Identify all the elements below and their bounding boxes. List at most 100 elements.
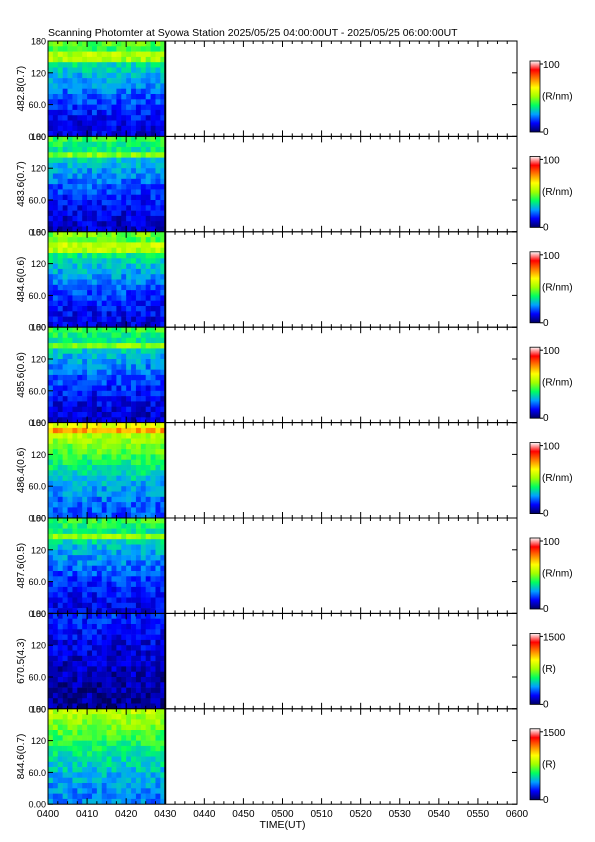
heatmap-cell — [131, 173, 137, 180]
heatmap-cell — [87, 184, 93, 190]
heatmap-cell — [160, 115, 166, 121]
heatmap-cell — [96, 555, 103, 561]
heatmap-cell — [145, 210, 151, 217]
heatmap-cell — [140, 348, 147, 354]
heatmap-cell — [116, 772, 122, 778]
heatmap-cell — [101, 284, 107, 291]
heatmap-cell — [140, 417, 147, 423]
heatmap-cell — [62, 242, 68, 248]
heatmap-cell — [121, 772, 127, 778]
y-axis-label: 486.4(0.6) — [16, 448, 27, 494]
heatmap-cell — [135, 571, 142, 577]
heatmap-cell — [145, 655, 151, 662]
heatmap-cell — [101, 152, 107, 158]
colorbar-min: 0 — [543, 222, 549, 233]
heatmap-cell — [121, 565, 127, 572]
heatmap-cell — [101, 549, 107, 556]
heatmap-cell — [101, 555, 107, 561]
heatmap-cell — [87, 560, 93, 566]
heatmap-cell — [140, 730, 147, 736]
heatmap-cell — [101, 417, 107, 423]
heatmap-cell — [101, 369, 107, 376]
heatmap-cell — [91, 109, 98, 116]
heatmap-cell — [126, 427, 132, 434]
heatmap-cell — [96, 470, 103, 476]
heatmap-cell — [116, 751, 122, 757]
heatmap-cell — [116, 348, 122, 354]
heatmap-cell — [57, 88, 63, 95]
heatmap-cell — [87, 528, 93, 535]
heatmap-cell — [62, 215, 68, 222]
heatmap-cell — [77, 178, 83, 185]
heatmap-cell — [155, 406, 161, 413]
heatmap-cell — [82, 581, 88, 588]
heatmap-cell — [57, 475, 63, 482]
heatmap-cell — [87, 94, 93, 100]
heatmap-cell — [145, 560, 151, 566]
heatmap-cell — [48, 41, 54, 47]
heatmap-cell — [106, 433, 112, 439]
heatmap-cell — [111, 433, 117, 439]
heatmap-cell — [111, 735, 117, 741]
heatmap-cell — [131, 650, 137, 657]
heatmap-cell — [101, 565, 107, 572]
heatmap-cell — [72, 253, 78, 259]
heatmap-cell — [111, 698, 117, 704]
heatmap-cell — [145, 359, 151, 365]
heatmap-cell — [77, 608, 83, 614]
heatmap-cell — [121, 698, 127, 704]
heatmap-cell — [72, 348, 78, 354]
heatmap-cell — [91, 104, 98, 111]
heatmap-cell — [106, 698, 112, 704]
heatmap-cell — [121, 555, 127, 561]
heatmap-cell — [135, 565, 142, 572]
heatmap-cell — [72, 62, 78, 68]
heatmap-cell — [77, 51, 83, 58]
heatmap-cell — [140, 295, 147, 301]
heatmap-cell — [140, 507, 147, 513]
heatmap-cell — [62, 168, 68, 174]
heatmap-cell — [160, 793, 166, 800]
heatmap-cell — [150, 268, 156, 275]
heatmap-cell — [135, 512, 142, 519]
heatmap-cell — [82, 703, 88, 710]
heatmap-cell — [101, 337, 107, 344]
y-tick-label: 120 — [31, 68, 46, 78]
heatmap-cell — [106, 443, 112, 450]
heatmap-cell — [52, 629, 59, 635]
heatmap-cell — [48, 422, 54, 429]
heatmap-cell — [96, 343, 103, 349]
heatmap-cell — [82, 295, 88, 301]
heatmap-cell — [101, 465, 107, 471]
heatmap-cell — [48, 311, 54, 317]
heatmap-cell — [106, 99, 112, 105]
heatmap-cell — [96, 200, 103, 206]
heatmap-cell — [57, 189, 63, 195]
heatmap-cell — [48, 295, 54, 301]
heatmap-cell — [121, 279, 127, 286]
heatmap-cell — [121, 798, 127, 805]
heatmap-cell — [135, 793, 142, 800]
heatmap-cell — [67, 104, 73, 111]
heatmap-cell — [116, 624, 122, 630]
heatmap-cell — [135, 258, 142, 264]
heatmap-cell — [91, 629, 98, 635]
heatmap-cell — [82, 507, 88, 513]
heatmap-cell — [57, 268, 63, 275]
heatmap-cell — [82, 576, 88, 582]
heatmap-cell — [131, 539, 137, 545]
heatmap-cell — [111, 268, 117, 275]
heatmap-cell — [77, 756, 83, 763]
heatmap-cell — [111, 125, 117, 132]
heatmap-cell — [82, 788, 88, 794]
heatmap-cell — [62, 735, 68, 741]
heatmap-cell — [160, 555, 166, 561]
heatmap-cell — [52, 337, 59, 344]
heatmap-cell — [111, 348, 117, 354]
heatmap-cell — [96, 549, 103, 556]
heatmap-cell — [160, 645, 166, 651]
heatmap-cell — [57, 518, 63, 524]
heatmap-cell — [160, 247, 166, 254]
heatmap-cell — [91, 231, 98, 238]
heatmap-cell — [145, 258, 151, 264]
